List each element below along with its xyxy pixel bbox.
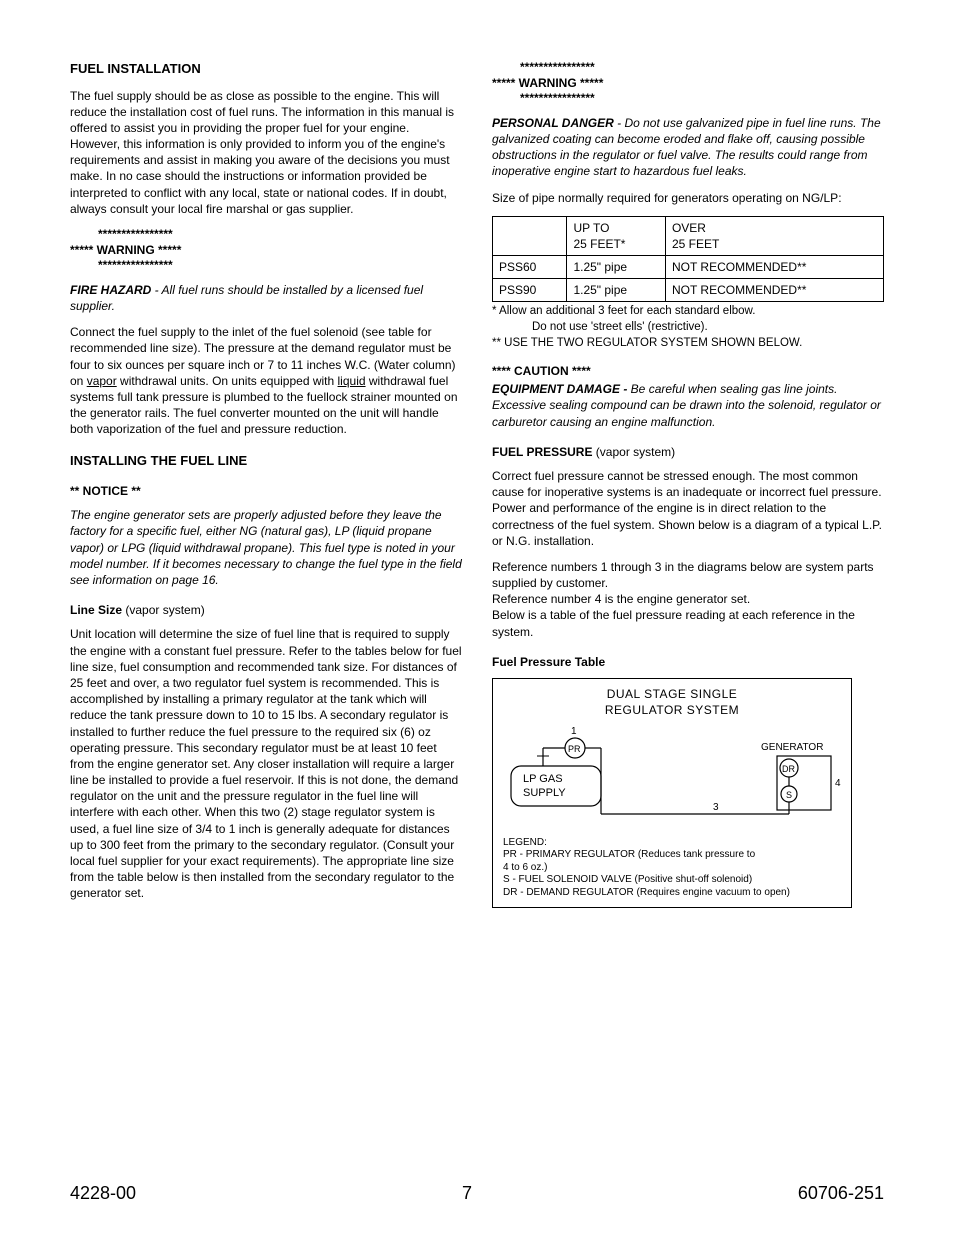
heading-install-line: INSTALLING THE FUEL LINE xyxy=(70,452,462,470)
pipe-size-table: UP TO 25 FEET* OVER 25 FEET PSS60 1.25" … xyxy=(492,216,884,303)
para: Reference numbers 1 through 3 in the dia… xyxy=(492,559,884,591)
table-cell xyxy=(493,216,567,255)
table-footnote: * Allow an additional 3 feet for each st… xyxy=(492,304,884,351)
table-cell: UP TO 25 FEET* xyxy=(567,216,666,255)
fuel-pressure-heading: FUEL PRESSURE (vapor system) xyxy=(492,444,884,460)
caution-heading: **** CAUTION **** xyxy=(492,363,884,379)
table-cell: PSS90 xyxy=(493,279,567,302)
svg-text:SUPPLY: SUPPLY xyxy=(523,787,566,799)
para: Size of pipe normally required for gener… xyxy=(492,190,884,206)
footer-page-number: 7 xyxy=(462,1181,472,1205)
footer-right: 60706-251 xyxy=(798,1181,884,1205)
diagram-legend: LEGEND: PR - PRIMARY REGULATOR (Reduces … xyxy=(503,837,841,900)
para: The fuel supply should be as close as po… xyxy=(70,88,462,218)
svg-text:DR: DR xyxy=(782,764,795,774)
para: Correct fuel pressure cannot be stressed… xyxy=(492,468,884,549)
notice-text: The engine generator sets are properly a… xyxy=(70,507,462,588)
svg-text:4: 4 xyxy=(835,778,841,789)
para: Reference number 4 is the engine generat… xyxy=(492,591,884,607)
para: Below is a table of the fuel pressure re… xyxy=(492,607,884,639)
footer-left: 4228-00 xyxy=(70,1181,136,1205)
para: Unit location will determine the size of… xyxy=(70,626,462,901)
page-footer: 4228-00 7 60706-251 xyxy=(70,1181,884,1205)
table-cell: 1.25" pipe xyxy=(567,256,666,279)
svg-text:LP GAS: LP GAS xyxy=(523,773,563,785)
notice-heading: ** NOTICE ** xyxy=(70,483,462,499)
warning-text-1: FIRE HAZARD - All fuel runs should be in… xyxy=(70,282,462,314)
caution-text: EQUIPMENT DAMAGE - Be careful when seali… xyxy=(492,381,884,430)
table-cell: NOT RECOMMENDED** xyxy=(665,279,883,302)
table-cell: NOT RECOMMENDED** xyxy=(665,256,883,279)
svg-text:GENERATOR: GENERATOR xyxy=(761,742,823,753)
table-cell: PSS60 xyxy=(493,256,567,279)
line-size-heading: Line Size (vapor system) xyxy=(70,602,462,618)
warning-block-2: **************** ***** WARNING ***** ***… xyxy=(492,60,884,107)
warning-text-2: PERSONAL DANGER - Do not use galvanized … xyxy=(492,115,884,180)
table-cell: 1.25" pipe xyxy=(567,279,666,302)
svg-text:3: 3 xyxy=(713,802,719,813)
table-cell: OVER 25 FEET xyxy=(665,216,883,255)
svg-text:S: S xyxy=(786,790,792,800)
fuel-pressure-table-heading: Fuel Pressure Table xyxy=(492,654,884,670)
heading-fuel-install: FUEL INSTALLATION xyxy=(70,60,462,78)
diagram-svg: LP GAS SUPPLY PR 1 3 xyxy=(493,718,853,838)
regulator-diagram: DUAL STAGE SINGLE REGULATOR SYSTEM LP GA… xyxy=(492,678,852,908)
warning-block-1: **************** ***** WARNING ***** ***… xyxy=(70,227,462,274)
svg-text:PR: PR xyxy=(568,744,581,754)
svg-text:1: 1 xyxy=(571,726,577,737)
para: Connect the fuel supply to the inlet of … xyxy=(70,324,462,437)
